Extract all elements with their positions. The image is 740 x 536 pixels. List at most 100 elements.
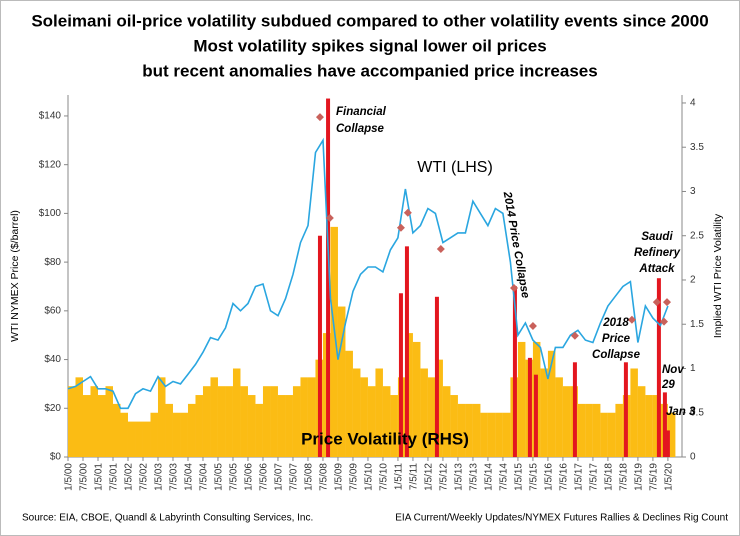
volatility-bar [300,377,308,457]
marker [396,223,405,232]
volatility-bar [480,412,488,457]
volatility-bar [652,395,661,457]
y-tick-label: $0 [50,452,62,463]
volatility-bar [420,368,428,457]
y-axis-label: WTI NYMEX Price ($/barrel) [9,210,21,342]
y-tick-label: $40 [44,354,61,365]
volatility-bar [195,395,203,457]
series-label: Price Volatility (RHS) [301,429,469,448]
volatility-bar [450,395,458,457]
volatility-bar [457,403,466,457]
x-tick-label: 7/5/14 [499,463,510,491]
annotation: Refinery [634,247,681,259]
y2-tick-label: 3 [690,186,696,197]
y-tick-label: $120 [39,159,62,170]
volatility-bar [120,412,128,457]
volatility-bar [375,368,383,457]
volatility-bar [150,412,158,457]
x-tick-label: 7/5/13 [469,463,480,491]
x-tick-label: 1/5/07 [274,463,285,491]
volatility-bar [600,412,608,457]
y2-axis-label: Implied WTI Price Volatility [712,213,724,338]
annotation: Collapse [336,123,385,135]
x-tick-label: 1/5/10 [364,463,375,491]
marker [652,298,661,307]
x-tick-label: 7/5/07 [289,463,300,491]
event-bar [533,374,538,457]
volatility-bar [247,395,256,457]
annotation: 29 [661,379,675,391]
marker [325,214,334,223]
volatility-bar [292,386,301,457]
x-tick-label: 7/5/19 [649,463,660,491]
volatility-bar [540,368,548,457]
volatility-bar [555,377,563,457]
volatility-bar [405,333,413,457]
marker [315,113,324,122]
x-tick-label: 1/5/15 [514,463,525,491]
volatility-bar [442,386,451,457]
event-bar [527,357,532,457]
volatility-bar [135,421,143,457]
volatility-bar [157,377,166,457]
x-tick-label: 1/5/11 [394,463,405,490]
x-tick-label: 1/5/09 [334,463,345,491]
x-tick-label: 1/5/14 [484,463,495,491]
volatility-bar [240,386,248,457]
marker [528,322,537,331]
volatility-bar [270,386,278,457]
volatility-bar [142,421,151,457]
x-tick-label: 1/5/13 [454,463,465,491]
x-tick-label: 7/5/06 [259,463,270,491]
x-tick-label: 7/5/11 [409,463,420,490]
chart-title: Most volatility spikes signal lower oil … [193,36,546,55]
x-tick-label: 7/5/12 [439,463,450,491]
x-tick-label: 7/5/04 [199,463,210,491]
volatility-bar [337,306,346,457]
event-bar [317,235,322,457]
volatility-bar [345,350,353,457]
chart-title: Soleimani oil-price volatility subdued c… [31,11,708,30]
x-tick-label: 1/5/12 [424,463,435,491]
volatility-bar [330,226,338,457]
x-tick-label: 7/5/17 [589,463,600,491]
x-tick-label: 7/5/09 [349,463,360,491]
x-tick-label: 7/5/15 [529,463,540,491]
marker [403,208,412,217]
y-tick-label: $100 [39,208,62,219]
marker [570,331,579,340]
volatility-bar [82,395,91,457]
x-tick-label: 1/5/16 [544,463,555,491]
volatility-bar [232,368,241,457]
y2-tick-label: 3.5 [690,142,704,153]
event-bar [404,246,409,457]
volatility-bar [412,341,421,457]
y-tick-label: $20 [44,403,61,414]
volatility-bar [465,403,473,457]
x-tick-label: 1/5/06 [244,463,255,491]
event-bar [656,278,661,457]
marker [510,283,519,292]
volatility-bar [202,386,211,457]
x-tick-label: 7/5/18 [619,463,630,491]
y-tick-label: $80 [44,257,61,268]
volatility-bar [585,403,593,457]
y2-tick-label: 2 [690,275,696,286]
x-tick-label: 7/5/00 [79,463,90,491]
annotation: Collapse [592,349,641,361]
volatility-bar [307,377,316,457]
x-tick-label: 1/5/03 [154,463,165,491]
x-tick-label: 7/5/08 [319,463,330,491]
y2-tick-label: 0.5 [690,407,704,418]
volatility-bar [592,403,601,457]
volatility-bar [172,412,181,457]
volatility-bar [277,395,286,457]
volatility-bar [105,386,113,457]
volatility-bar [352,368,361,457]
marker [663,298,672,307]
volatility-bar [187,403,196,457]
volatility-bar [210,377,218,457]
event-bar [326,98,331,457]
event-bar [512,286,517,457]
